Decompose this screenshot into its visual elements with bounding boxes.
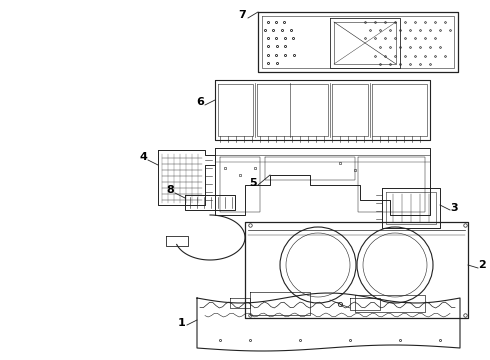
Text: 2: 2 <box>478 260 486 270</box>
Text: 4: 4 <box>139 152 147 162</box>
Text: 6: 6 <box>196 97 204 107</box>
Text: 3: 3 <box>450 203 458 213</box>
Text: 8: 8 <box>166 185 174 195</box>
Text: 7: 7 <box>238 10 246 20</box>
Text: 1: 1 <box>178 318 186 328</box>
Text: 5: 5 <box>249 178 257 188</box>
